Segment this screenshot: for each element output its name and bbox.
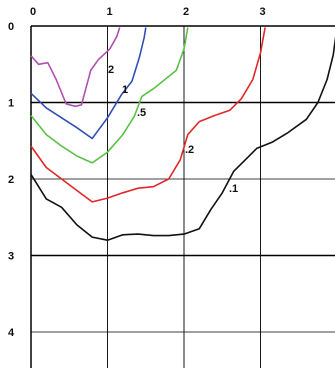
contour-label-0-5: .5 (137, 107, 146, 119)
x-tick-label: 0 (30, 6, 36, 18)
grid (30, 25, 335, 368)
contour-label-0-1: .1 (229, 183, 238, 195)
contour-label-2: 2 (108, 64, 114, 76)
series-line-0 (30, 27, 121, 108)
x-tick-label: 2 (183, 6, 189, 18)
x-tick-label: 3 (259, 6, 265, 18)
y-tick-label: 1 (8, 98, 14, 110)
contour-label-1: 1 (122, 84, 128, 96)
series-lines (30, 27, 335, 241)
series-line-4 (30, 36, 335, 241)
series-line-3 (30, 27, 266, 203)
series-line-1 (30, 27, 147, 140)
contour-labels: 2 1 .5 .2 .1 (108, 64, 238, 195)
tick-labels: 0123401234 (8, 6, 266, 339)
contour-label-0-2: .2 (185, 144, 194, 156)
y-tick-label: 2 (8, 174, 14, 186)
x-tick-label: 1 (106, 6, 112, 18)
y-tick-label: 0 (8, 21, 14, 33)
series-line-2 (30, 27, 189, 164)
y-tick-label: 4 (8, 327, 15, 339)
y-tick-label: 3 (8, 251, 14, 263)
